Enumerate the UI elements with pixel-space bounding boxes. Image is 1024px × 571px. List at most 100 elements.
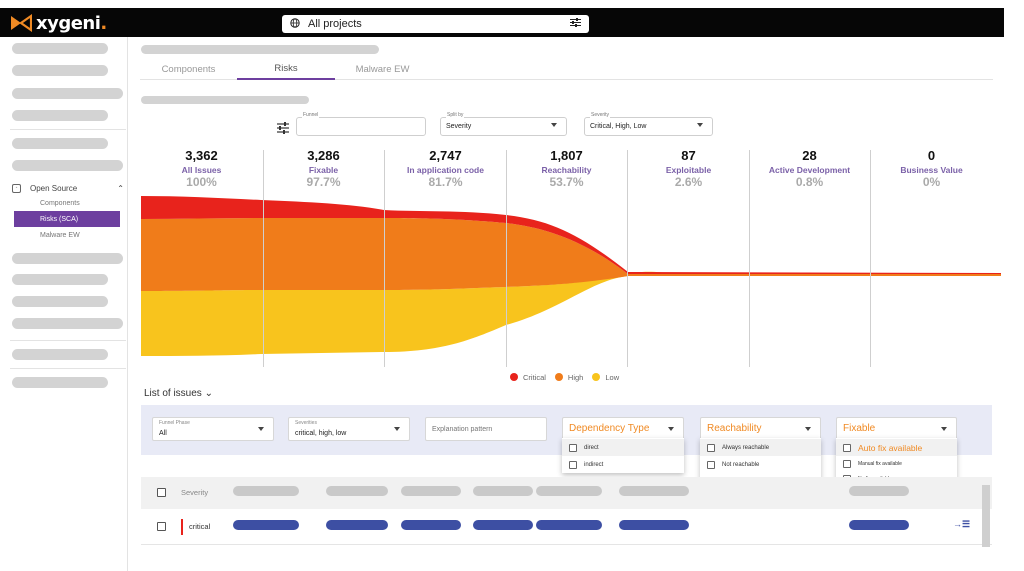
sidebar-placeholder [12,318,123,329]
field-label: Severity [590,112,611,118]
dropdown-option[interactable]: Always reachable [700,439,821,456]
cell-placeholder [473,520,533,530]
cell-placeholder [536,520,602,530]
sidebar-placeholder [12,88,123,99]
tune-icon[interactable] [570,18,581,30]
row-checkbox[interactable] [157,522,166,531]
chevron-up-icon[interactable]: ⌃ [117,183,124,193]
dropdown-option[interactable]: Not reachable [700,457,821,474]
sidebar-placeholder [12,253,123,264]
field-value: Critical, High, Low [590,123,647,130]
funnel-stage[interactable]: 2,747 In application code 81.7% [385,148,506,189]
option-checkbox[interactable] [707,461,715,469]
legend-item[interactable]: High [554,372,584,382]
list-of-issues-toggle[interactable]: List of issues ⌄ [144,388,213,399]
option-checkbox[interactable] [569,461,577,469]
series-low-area[interactable] [141,271,1001,356]
dropdown-title: Fixable [843,423,876,434]
legend-label: Critical [523,372,546,382]
row-details-icon[interactable]: →☰ [953,519,971,529]
xygeni-logo-icon [11,14,32,32]
sidebar-subitem-malware-ew[interactable]: Malware EW [14,227,120,243]
stage-divider [870,150,871,367]
table-scrollbar[interactable] [982,485,990,547]
caret-down-icon [551,123,557,127]
sidebar-item-label: Open Source [30,183,78,193]
tab-risks[interactable]: Risks [237,58,335,80]
series-high-area[interactable] [141,218,1001,291]
field-label: Split by [446,112,465,118]
tab-components[interactable]: Components [140,58,237,80]
split-by-select[interactable]: Split by Severity [440,112,567,136]
funnel-stage[interactable]: 87 Exploitable 2.6% [628,148,749,189]
select-all-checkbox[interactable] [157,488,166,497]
series-critical-area[interactable] [141,196,1001,274]
stage-percent: 2.6% [674,175,703,189]
column-header-placeholder [536,486,602,496]
sidebar-item-open-source[interactable]: ◦ Open Source ⌃ [12,181,124,195]
stage-label: All Issues [181,165,222,175]
caret-down-icon [394,427,400,431]
funnel-phase-select[interactable]: Funnel Phase All [152,417,274,441]
dropdown-option[interactable]: direct [562,439,684,456]
option-label: Always reachable [722,444,770,451]
caret-down-icon [258,427,264,431]
stage-label: In application code [407,165,484,175]
reachability-select[interactable]: Reachability [700,417,821,441]
sidebar: ◦ Open Source ⌃ Components Risks (SCA) M… [0,37,128,571]
dropdown-option[interactable]: Auto fix available [836,439,957,456]
option-label: Auto fix available [858,442,923,453]
dropdown-option[interactable]: indirect [562,457,684,474]
table-row[interactable]: critical →☰ [141,509,992,545]
column-header-placeholder [326,486,388,496]
dropdown-title: Dependency Type [569,423,650,434]
stage-percent: 81.7% [428,175,463,189]
tab-malware-ew[interactable]: Malware EW [335,58,430,80]
severity-select[interactable]: Severity Critical, High, Low [584,112,713,136]
stage-label: Exploitable [665,165,712,175]
option-checkbox[interactable] [843,459,851,468]
sidebar-placeholder [12,377,108,388]
issues-table-header: Severity [141,477,992,509]
severity-indicator [181,519,183,535]
option-checkbox[interactable] [707,443,715,452]
funnel-settings-icon[interactable] [277,121,289,139]
legend-item[interactable]: Critical [510,373,546,382]
legend-label: High [567,372,584,382]
caret-down-icon [697,123,703,127]
stage-percent: 0% [922,175,941,189]
funnel-stage[interactable]: 0 Business Value 0% [871,148,992,189]
funnel-stage[interactable]: 3,362 All Issues 100% [141,148,262,189]
option-label: direct [584,444,599,451]
dropdown-option[interactable]: Manual fix available [836,456,957,471]
option-checkbox[interactable] [569,443,577,452]
brand-logo[interactable]: xygeni. [10,12,107,34]
cell-placeholder [619,520,689,530]
severities-select[interactable]: Severities critical, high, low [288,417,410,441]
option-checkbox[interactable] [843,443,851,452]
sidebar-subitem-label: Risks (SCA) [40,215,79,223]
caret-down-icon [668,427,674,431]
caret-down-icon [941,427,947,431]
project-selector[interactable]: All projects [282,15,589,33]
tab-bar: Components Risks Malware EW [140,58,993,80]
funnel-field[interactable]: Funnel [296,112,426,136]
sidebar-subitem-components[interactable]: Components [14,195,120,211]
stage-divider [627,150,628,367]
option-label: Not reachable [722,462,760,468]
funnel-stage[interactable]: 3,286 Fixable 97.7% [263,148,384,189]
stage-label: Fixable [308,165,339,175]
funnel-stage[interactable]: 1,807 Reachability 53.7% [506,148,627,189]
sidebar-subitem-risks-sca[interactable]: Risks (SCA) [14,211,120,227]
field-label: Funnel [302,112,320,118]
fixable-select[interactable]: Fixable [836,417,957,441]
legend-item[interactable]: Low [592,373,619,382]
column-header-placeholder [473,486,533,496]
brand-name: xygeni. [36,12,107,34]
funnel-stage[interactable]: 28 Active Development 0.8% [749,148,870,189]
sidebar-subitem-label: Components [40,199,80,207]
explanation-pattern-input[interactable]: Explanation pattern [425,417,547,441]
stage-value: 87 [681,148,696,163]
stage-divider [263,150,264,367]
